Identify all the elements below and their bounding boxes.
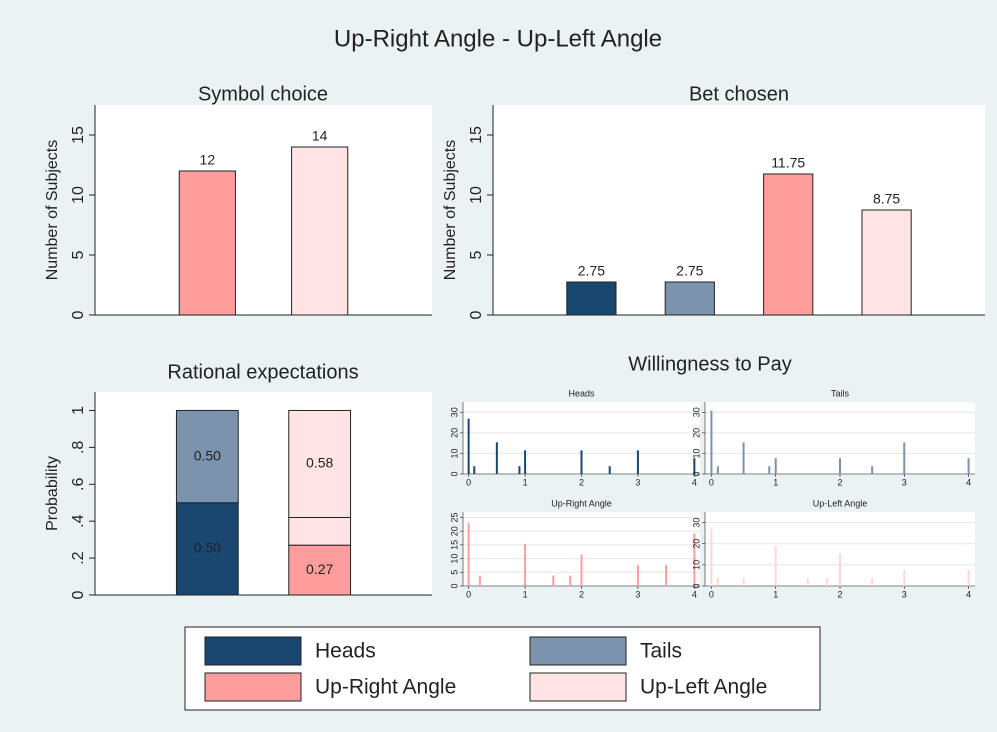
bar-segment bbox=[288, 516, 352, 546]
y-tick-label: .2 bbox=[70, 551, 87, 564]
x-tick-label: 4 bbox=[966, 477, 971, 487]
x-tick-label: 2 bbox=[579, 477, 584, 487]
panel-title: Symbol choice bbox=[198, 83, 328, 105]
plot-area bbox=[95, 105, 432, 315]
bar bbox=[861, 209, 912, 316]
value-label: 8.75 bbox=[873, 191, 900, 207]
y-tick-label: 0 bbox=[70, 590, 87, 599]
x-tick-label: 0 bbox=[466, 589, 471, 599]
x-tick-label: 2 bbox=[837, 477, 842, 487]
bar-segment bbox=[288, 544, 352, 596]
x-tick-label: 0 bbox=[466, 477, 471, 487]
y-tick-label: 20 bbox=[449, 428, 459, 438]
legend-label: Tails bbox=[640, 640, 682, 663]
x-tick-label: 3 bbox=[635, 589, 640, 599]
y-tick-label: 0 bbox=[70, 310, 87, 319]
y-tick-label: .4 bbox=[70, 514, 87, 527]
subplot-title: Up-Right Angle bbox=[551, 498, 612, 508]
y-tick-label: 0 bbox=[691, 583, 701, 588]
subplot-title: Heads bbox=[568, 388, 595, 398]
bar-segment bbox=[175, 502, 239, 596]
bar bbox=[566, 281, 617, 316]
y-tick-label: 0 bbox=[468, 310, 485, 319]
x-tick-label: 4 bbox=[966, 589, 971, 599]
y-tick-label: 10 bbox=[691, 448, 701, 458]
y-tick-label: 15 bbox=[70, 126, 87, 144]
value-label: 0.58 bbox=[306, 455, 333, 471]
legend-label: Up-Right Angle bbox=[315, 676, 456, 699]
y-tick-label: 30 bbox=[691, 407, 701, 417]
value-label: 14 bbox=[312, 128, 328, 144]
chart-title: Up-Right Angle - Up-Left Angle bbox=[334, 25, 662, 52]
y-tick-label: 15 bbox=[468, 126, 485, 144]
bar-segment bbox=[175, 409, 239, 504]
y-axis-label: Number of Subjects bbox=[442, 140, 459, 281]
x-tick-label: 1 bbox=[523, 477, 528, 487]
y-tick-label: 20 bbox=[691, 428, 701, 438]
panel-title: Rational expectations bbox=[167, 361, 358, 383]
y-tick-label: 1 bbox=[70, 406, 87, 415]
x-tick-label: 3 bbox=[902, 589, 907, 599]
x-tick-label: 0 bbox=[709, 477, 714, 487]
legend-label: Up-Left Angle bbox=[640, 676, 767, 699]
y-tick-label: 0 bbox=[449, 583, 459, 588]
x-tick-label: 2 bbox=[579, 589, 584, 599]
y-tick-label: 25 bbox=[449, 512, 459, 522]
y-tick-label: 10 bbox=[449, 448, 459, 458]
legend-label: Heads bbox=[315, 640, 376, 663]
y-tick-label: 10 bbox=[468, 186, 485, 204]
legend-swatch bbox=[204, 636, 302, 666]
x-tick-label: 1 bbox=[773, 477, 778, 487]
bar bbox=[291, 146, 349, 316]
y-axis-label: Probability bbox=[44, 456, 61, 531]
legend-swatch bbox=[529, 672, 627, 702]
bar bbox=[763, 173, 814, 316]
y-tick-label: 5 bbox=[449, 570, 459, 575]
y-tick-label: 5 bbox=[468, 250, 485, 259]
legend-swatch bbox=[529, 636, 627, 666]
legend-swatch bbox=[204, 672, 302, 702]
subplot-title: Tails bbox=[831, 388, 850, 398]
x-tick-label: 4 bbox=[692, 477, 697, 487]
x-tick-label: 4 bbox=[692, 589, 697, 599]
y-tick-label: 0 bbox=[449, 471, 459, 476]
y-tick-label: 10 bbox=[691, 560, 701, 570]
bar bbox=[664, 281, 715, 316]
value-label: 2.75 bbox=[676, 263, 703, 279]
value-label: 0.50 bbox=[194, 447, 221, 463]
bar bbox=[178, 170, 236, 316]
y-tick-label: .8 bbox=[70, 441, 87, 454]
y-tick-label: 10 bbox=[70, 186, 87, 204]
y-tick-label: 20 bbox=[449, 526, 459, 536]
value-label: 11.75 bbox=[771, 155, 805, 171]
panel-title: Willingness to Pay bbox=[628, 353, 791, 375]
value-label: 2.75 bbox=[578, 263, 605, 279]
y-tick-label: 5 bbox=[70, 250, 87, 259]
bar-segment bbox=[288, 409, 352, 518]
subplot-title: Up-Left Angle bbox=[813, 498, 868, 508]
y-tick-label: 30 bbox=[691, 518, 701, 528]
x-tick-label: 1 bbox=[773, 589, 778, 599]
value-label: 0.50 bbox=[194, 540, 221, 556]
y-axis-label: Number of Subjects bbox=[44, 140, 61, 281]
x-tick-label: 0 bbox=[709, 589, 714, 599]
value-label: 0.27 bbox=[306, 561, 333, 577]
plot-area bbox=[95, 392, 432, 595]
y-tick-label: 30 bbox=[449, 407, 459, 417]
x-tick-label: 1 bbox=[523, 589, 528, 599]
y-tick-label: .6 bbox=[70, 477, 87, 490]
x-tick-label: 2 bbox=[837, 589, 842, 599]
y-tick-label: 15 bbox=[449, 540, 459, 550]
x-tick-label: 3 bbox=[902, 477, 907, 487]
y-tick-label: 20 bbox=[691, 539, 701, 549]
x-tick-label: 3 bbox=[635, 477, 640, 487]
y-tick-label: 10 bbox=[449, 554, 459, 564]
value-label: 12 bbox=[200, 152, 216, 168]
panel-title: Bet chosen bbox=[689, 83, 789, 105]
y-tick-label: 0 bbox=[691, 471, 701, 476]
